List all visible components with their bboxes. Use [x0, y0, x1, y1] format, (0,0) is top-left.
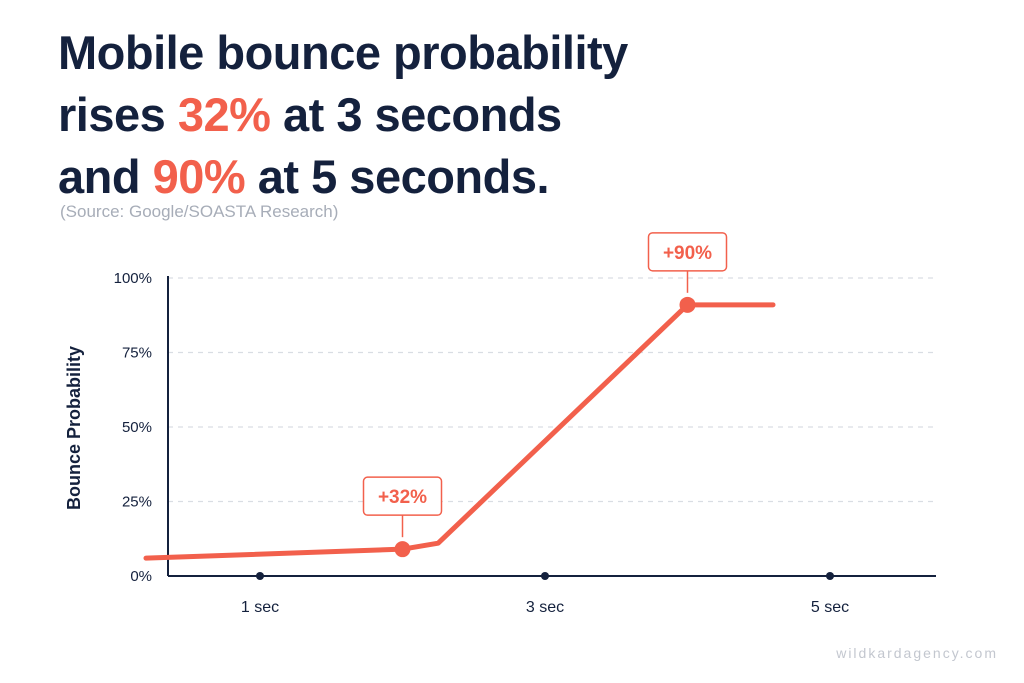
title-highlight-32: 32%	[177, 88, 271, 141]
y-tick-layer: 0% 25% 50% 75% 100%	[114, 270, 152, 585]
callout-label: +90%	[663, 243, 712, 264]
series-line	[143, 302, 776, 561]
y-tick-label: 50%	[122, 419, 152, 436]
x-tick-dot	[826, 572, 834, 580]
data-point-marker	[679, 296, 696, 313]
title-line-1: Mobile bounce probability	[58, 26, 628, 79]
x-tick-dot	[256, 572, 264, 580]
series-layer	[143, 302, 776, 561]
x-tick-dot	[541, 572, 549, 580]
marker-layer: +32% +90%	[362, 232, 728, 558]
callout-box	[362, 476, 443, 516]
title-line-2-pre: rises	[58, 88, 178, 141]
chart-title: Mobile bounce probability rises 32% at 3…	[58, 22, 628, 208]
callout-label: +32%	[378, 487, 427, 508]
y-tick-label: 25%	[122, 494, 152, 511]
x-tick-layer: 1 sec 3 sec 5 sec	[241, 572, 849, 616]
data-point-marker	[394, 541, 411, 558]
axis-layer	[167, 276, 936, 577]
x-tick-label: 1 sec	[241, 599, 279, 616]
title-line-3-post: at 5 seconds.	[245, 150, 550, 203]
title-line-3-pre: and	[58, 150, 153, 203]
title-line-2-post: at 3 seconds	[270, 88, 562, 141]
y-tick-label: 75%	[122, 345, 152, 362]
y-tick-label: 100%	[114, 270, 152, 287]
x-tick-label: 3 sec	[526, 599, 564, 616]
y-axis-label: Bounce Probability	[64, 346, 84, 510]
source-note: (Source: Google/SOASTA Research)	[60, 202, 339, 221]
x-tick-label: 5 sec	[811, 599, 849, 616]
callout-box	[647, 232, 728, 272]
grid-layer	[168, 277, 936, 503]
title-highlight-90: 90%	[152, 150, 246, 203]
y-tick-label: 0%	[130, 568, 152, 585]
watermark: wildkardagency.com	[836, 645, 998, 661]
